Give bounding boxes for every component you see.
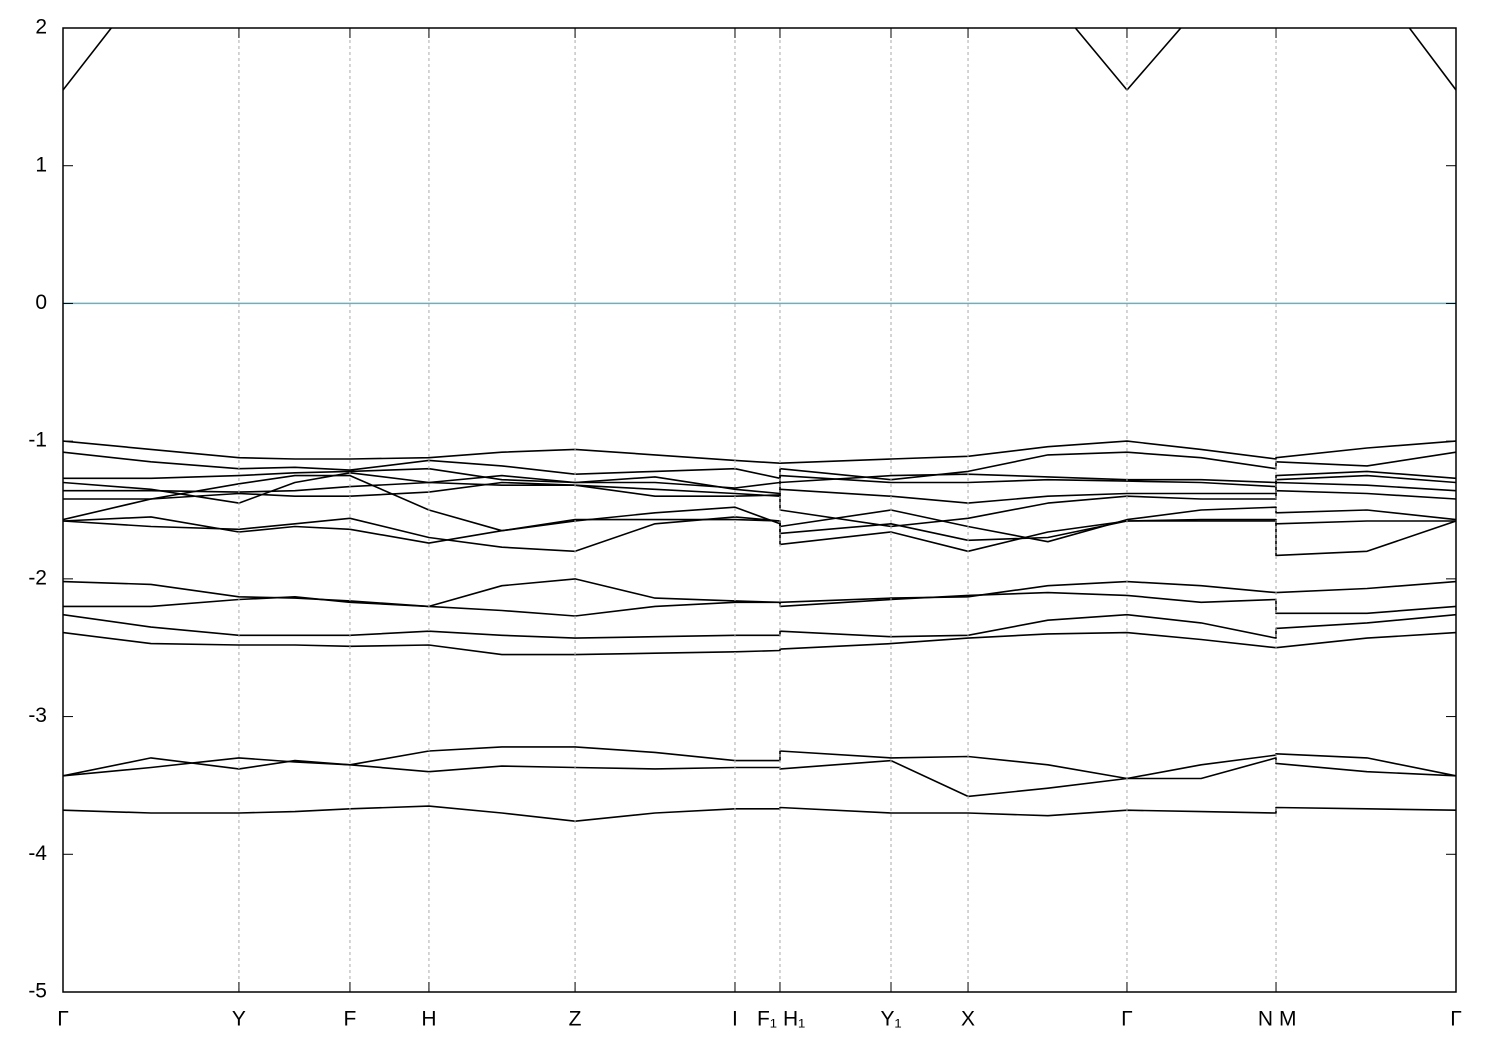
band-line [63,467,1456,489]
x-tick-label: Y [232,1008,246,1031]
x-tick-label: H₁ [783,1008,805,1031]
x-tick-label: Γ [57,1008,69,1031]
y-tick-label: -4 [28,842,47,865]
x-tick-label: Y₁ [880,1008,901,1031]
band-line [63,481,1456,528]
x-tick-label: H [421,1008,436,1031]
x-tick-label: Z [569,1008,582,1031]
x-tick-label: N [1258,1008,1273,1031]
y-tick-label: -3 [28,704,47,727]
band-line [63,591,1456,617]
x-tick-label: F [344,1008,357,1031]
y-tick-label: 2 [35,16,47,39]
y-tick-label: -1 [28,429,47,452]
x-tick-label: Γ [1450,1008,1462,1031]
y-tick-label: 1 [35,153,47,176]
x-tick-label: M [1279,1008,1297,1031]
x-tick-label: F₁ [757,1008,777,1031]
y-tick-label: -2 [28,566,47,589]
x-tick-label: X [961,1008,975,1031]
y-tick-label: -5 [28,980,47,1003]
band-line [63,631,1456,656]
band-line [63,440,1456,464]
y-tick-label: 0 [35,291,47,314]
plot-frame [62,27,1457,993]
x-tick-label: I [732,1008,738,1031]
x-tick-label: Γ [1121,1008,1133,1031]
